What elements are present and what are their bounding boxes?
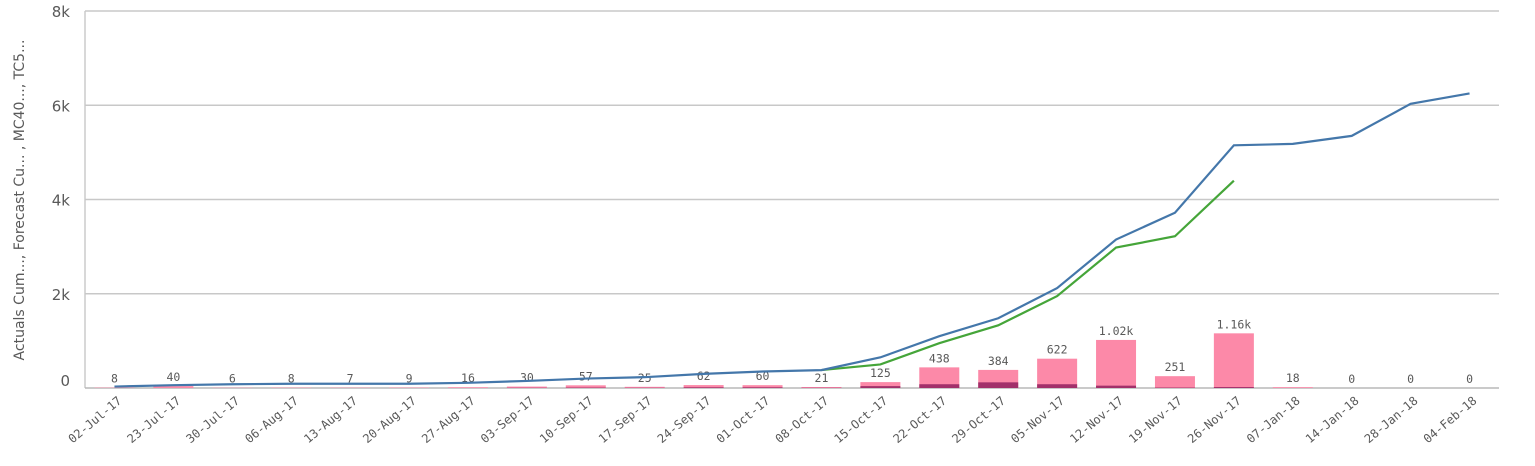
x-tick-label: 20-Aug-17 bbox=[360, 394, 419, 447]
bar bbox=[1037, 358, 1078, 388]
data-label: 0 bbox=[1466, 372, 1473, 386]
x-tick-label: 08-Oct-17 bbox=[773, 394, 832, 447]
bar bbox=[624, 386, 665, 388]
line bbox=[114, 92, 1470, 388]
bar bbox=[742, 385, 783, 388]
bar bbox=[860, 386, 901, 388]
data-label: 18 bbox=[1286, 371, 1300, 385]
x-tick-label: 27-Aug-17 bbox=[419, 394, 478, 447]
bar bbox=[1272, 387, 1313, 388]
data-label: 21 bbox=[815, 371, 829, 385]
bar bbox=[447, 387, 488, 388]
bar bbox=[683, 387, 724, 388]
x-tick-label: 02-Jul-17 bbox=[66, 394, 125, 447]
x-tick-label: 23-Jul-17 bbox=[124, 394, 183, 447]
bar bbox=[1037, 384, 1078, 388]
x-tick-label: 22-Oct-17 bbox=[890, 394, 949, 447]
data-label: 62 bbox=[697, 369, 711, 383]
x-tick-label: 30-Jul-17 bbox=[183, 394, 242, 447]
data-label: 0 bbox=[1348, 372, 1355, 386]
bar bbox=[565, 385, 606, 388]
x-tick-label: 01-Oct-17 bbox=[714, 394, 773, 447]
y-tick-label: 8k bbox=[52, 3, 71, 21]
bar bbox=[153, 386, 194, 388]
data-label: 30 bbox=[520, 371, 534, 385]
x-tick-label: 04-Feb-18 bbox=[1421, 394, 1480, 447]
bar bbox=[860, 382, 901, 388]
x-tick-label: 28-Jan-18 bbox=[1362, 394, 1421, 447]
y-tick-label: 2k bbox=[52, 286, 71, 304]
y-axis-title: Actuals Cum..., Forecast Cu... , MC40...… bbox=[12, 40, 28, 361]
bar bbox=[801, 387, 842, 388]
y-tick-label: 4k bbox=[52, 192, 71, 210]
x-tick-label: 15-Oct-17 bbox=[831, 394, 890, 447]
bar bbox=[1213, 333, 1254, 388]
x-tick-label: 07-Jan-18 bbox=[1244, 394, 1303, 447]
data-label: 384 bbox=[988, 354, 1009, 368]
bar bbox=[919, 384, 960, 388]
x-tick-label: 06-Aug-17 bbox=[242, 394, 301, 447]
x-tick-label: 13-Aug-17 bbox=[301, 394, 360, 447]
data-label: 8 bbox=[111, 372, 118, 386]
bar bbox=[1154, 376, 1195, 388]
x-tick-label: 26-Nov-17 bbox=[1185, 394, 1244, 447]
bar bbox=[506, 386, 547, 388]
y-tick-label: 6k bbox=[52, 97, 71, 115]
data-label: 57 bbox=[579, 369, 593, 383]
line bbox=[821, 179, 1235, 372]
data-label: 438 bbox=[929, 351, 950, 365]
data-label: 8 bbox=[288, 372, 295, 386]
data-label: 9 bbox=[406, 372, 413, 386]
data-label: 0 bbox=[1407, 372, 1414, 386]
bar bbox=[1096, 385, 1137, 388]
bar bbox=[1213, 387, 1254, 388]
x-tick-label: 17-Sep-17 bbox=[596, 394, 655, 447]
x-tick-label: 14-Jan-18 bbox=[1303, 394, 1362, 447]
x-tick-label: 03-Sep-17 bbox=[478, 394, 537, 447]
data-label: 1.02k bbox=[1099, 324, 1134, 338]
data-label: 6 bbox=[229, 372, 236, 386]
data-label: 7 bbox=[347, 372, 354, 386]
x-tick-label: 19-Nov-17 bbox=[1126, 394, 1185, 447]
x-tick-label: 05-Nov-17 bbox=[1008, 394, 1067, 447]
data-label: 125 bbox=[870, 366, 891, 380]
data-label: 622 bbox=[1047, 343, 1068, 357]
bar bbox=[1096, 339, 1137, 388]
bar bbox=[683, 385, 724, 388]
x-tick-label: 10-Sep-17 bbox=[537, 394, 596, 447]
x-tick-label: 12-Nov-17 bbox=[1067, 394, 1126, 447]
x-tick-label: 29-Oct-17 bbox=[949, 394, 1008, 447]
data-label: 1.16k bbox=[1217, 317, 1252, 331]
y-tick-label: 0 bbox=[60, 372, 70, 390]
bar bbox=[742, 387, 783, 388]
bar bbox=[978, 382, 1019, 388]
data-label: 40 bbox=[166, 370, 180, 384]
data-label: 251 bbox=[1165, 360, 1186, 374]
bar bbox=[919, 367, 960, 388]
x-tick-label: 24-Sep-17 bbox=[655, 394, 714, 447]
